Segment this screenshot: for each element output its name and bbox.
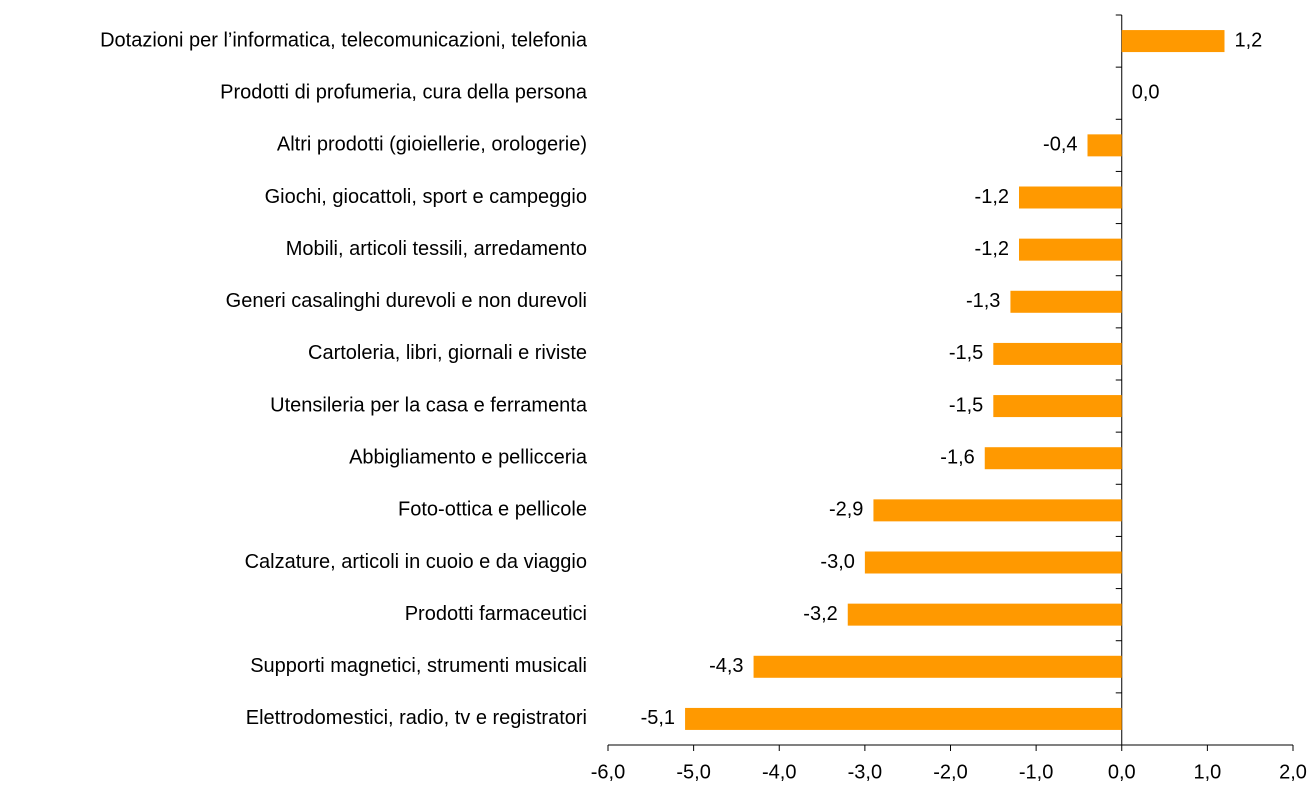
category-label: Supporti magnetici, strumenti musicali (250, 655, 587, 677)
category-label: Prodotti farmaceutici (405, 603, 587, 625)
bar (1019, 186, 1122, 209)
bar (873, 499, 1122, 522)
value-label: -1,2 (975, 238, 1009, 260)
bar (984, 447, 1122, 470)
x-tick-label: 2,0 (1279, 761, 1307, 783)
value-label: -1,2 (975, 186, 1009, 208)
bar (864, 551, 1122, 574)
x-tick-label: -4,0 (762, 761, 796, 783)
value-label: 0,0 (1132, 81, 1160, 103)
value-label: 1,2 (1235, 29, 1263, 51)
category-label: Mobili, articoli tessili, arredamento (286, 238, 587, 260)
bar (847, 603, 1122, 626)
value-label: -5,1 (641, 707, 675, 729)
category-label: Cartoleria, libri, giornali e riviste (308, 342, 587, 364)
x-tick-label: -1,0 (1019, 761, 1053, 783)
category-label: Dotazioni per l’informatica, telecomunic… (100, 29, 588, 51)
value-label: -0,4 (1043, 134, 1077, 156)
x-tick-label: -6,0 (591, 761, 625, 783)
x-tick-label: -3,0 (848, 761, 882, 783)
bar (1019, 238, 1122, 261)
value-label: -4,3 (709, 655, 743, 677)
value-label: -1,6 (940, 446, 974, 468)
category-label: Generi casalinghi durevoli e non durevol… (226, 290, 587, 312)
bar (753, 655, 1122, 678)
value-label: -2,9 (829, 499, 863, 521)
bar (1010, 290, 1122, 313)
bar (993, 395, 1122, 418)
x-tick-label: 0,0 (1108, 761, 1136, 783)
category-label: Utensileria per la casa e ferramenta (270, 394, 588, 416)
bar (1087, 134, 1122, 157)
bar (993, 342, 1122, 365)
value-label: -3,0 (820, 551, 854, 573)
category-label: Giochi, giocattoli, sport e campeggio (265, 186, 587, 208)
x-tick-label: -2,0 (933, 761, 967, 783)
value-label: -1,3 (966, 290, 1000, 312)
value-label: -1,5 (949, 342, 983, 364)
category-label: Calzature, articoli in cuoio e da viaggi… (245, 551, 587, 573)
category-label: Abbigliamento e pellicceria (349, 446, 588, 468)
bar (685, 707, 1122, 730)
category-label: Foto-ottica e pellicole (398, 499, 587, 521)
category-label: Elettrodomestici, radio, tv e registrato… (246, 707, 587, 729)
value-label: -1,5 (949, 394, 983, 416)
bar (1121, 30, 1225, 53)
category-label: Prodotti di profumeria, cura della perso… (220, 81, 588, 103)
x-tick-label: -5,0 (676, 761, 710, 783)
x-tick-label: 1,0 (1193, 761, 1221, 783)
category-label: Altri prodotti (gioiellerie, orologerie) (277, 134, 587, 156)
value-label: -3,2 (803, 603, 837, 625)
